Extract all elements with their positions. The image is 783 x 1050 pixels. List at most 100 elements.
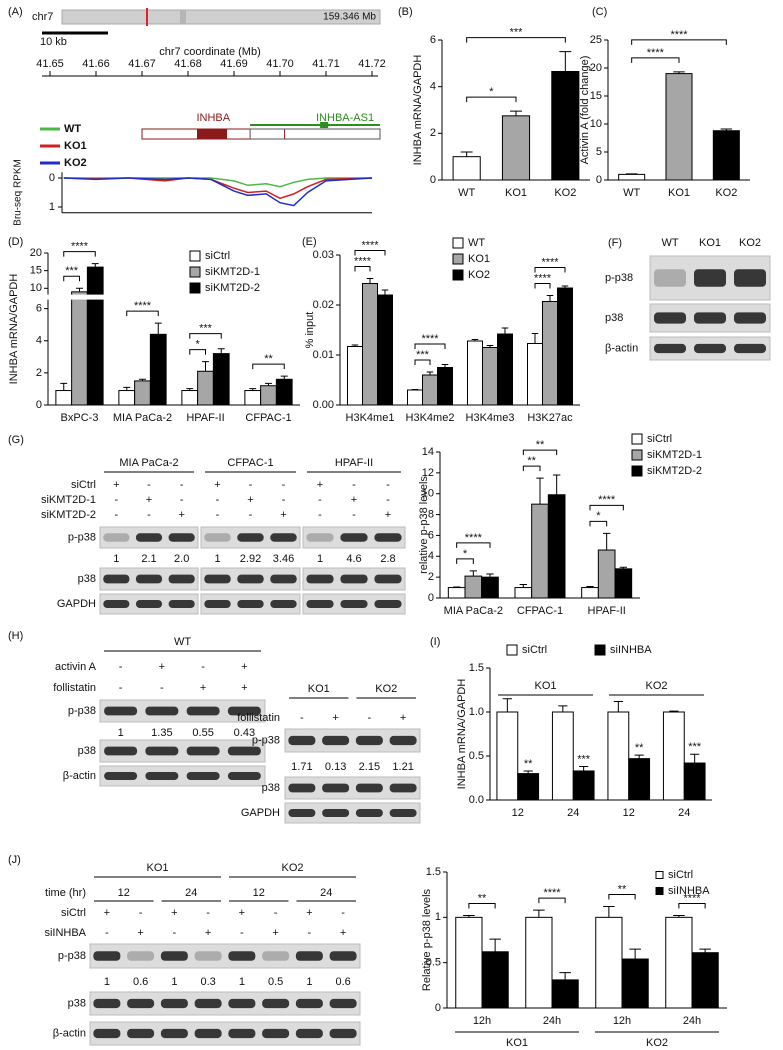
significance-label: **** <box>683 892 701 904</box>
bar <box>134 380 151 406</box>
blot-band <box>228 951 256 961</box>
x-tick-label: 41.72 <box>358 58 386 70</box>
y-tick-label: 0 <box>36 399 42 411</box>
significance-bracket <box>252 363 285 370</box>
axis-break <box>42 294 300 300</box>
blot-band <box>168 574 195 584</box>
quantification: 2.0 <box>174 553 189 565</box>
blot-band <box>186 772 220 780</box>
error-bar <box>460 151 473 157</box>
significance-label: **** <box>421 333 439 345</box>
blot-band <box>160 1028 188 1039</box>
quantification: 0.13 <box>325 761 346 773</box>
bar <box>452 156 481 181</box>
bar <box>551 71 580 181</box>
bar <box>662 711 685 801</box>
bar <box>551 979 579 1009</box>
blot-band <box>194 951 222 961</box>
x-tick-label: 12h <box>613 1015 631 1027</box>
blot-band <box>355 735 383 746</box>
blot-band <box>295 998 323 1009</box>
y-tick-label: 0 <box>49 172 55 184</box>
legend-swatch <box>452 237 464 249</box>
blot-band <box>204 600 231 608</box>
blot-band <box>270 574 297 584</box>
group-label: KO2 <box>646 1037 668 1049</box>
blot-band <box>127 1028 155 1039</box>
blot-band <box>194 1028 222 1039</box>
blot-band <box>93 998 121 1009</box>
error-bar <box>186 388 194 391</box>
bar <box>71 291 88 406</box>
condition-label: activin A <box>55 661 97 673</box>
legend-label: siINHBA <box>668 885 710 897</box>
condition-sign: + <box>178 509 184 521</box>
blot-band <box>389 783 417 793</box>
significance-bracket <box>608 893 636 900</box>
x-tick-label: 12h <box>473 1015 491 1027</box>
error-bar <box>217 348 225 354</box>
bar <box>275 378 293 406</box>
x-tick-label: 41.66 <box>82 58 110 70</box>
bar <box>467 340 483 406</box>
row-label: GAPDH <box>57 598 96 610</box>
blot-band <box>340 600 368 608</box>
error-bar <box>561 285 569 288</box>
significance-bracket <box>678 903 706 909</box>
error-bar <box>489 938 501 952</box>
error-bar <box>486 573 494 578</box>
condition-sign: - <box>352 509 356 521</box>
quantification: 1.35 <box>151 727 172 739</box>
condition-sign: + <box>332 712 338 724</box>
significance-label: *** <box>577 753 591 765</box>
error-bar <box>280 375 288 380</box>
blot-band <box>135 533 163 542</box>
y-tick-label: 20 <box>30 247 42 259</box>
error-bar <box>411 389 419 390</box>
blot-band <box>204 574 231 584</box>
chromosome-size: 159.346 Mb <box>323 12 376 23</box>
condition-sign: - <box>249 479 253 491</box>
blot-band <box>228 1028 256 1039</box>
significance-bracket <box>534 283 551 289</box>
blot-band <box>306 600 334 608</box>
condition-sign: - <box>206 907 210 919</box>
condition-sign: - <box>180 494 184 506</box>
bar <box>347 346 363 406</box>
column-label: KO1 <box>699 237 721 249</box>
condition-sign: + <box>146 494 152 506</box>
x-tick-label: MIA PaCa-2 <box>113 412 172 424</box>
bar <box>244 390 262 406</box>
error-bar <box>720 128 733 131</box>
significance-label: * <box>463 548 468 560</box>
significance-bracket <box>189 349 206 355</box>
legend-swatch <box>189 266 201 278</box>
condition-sign: + <box>113 479 119 491</box>
bar <box>118 390 136 406</box>
blot-band <box>160 998 188 1009</box>
y-tick-label: 1.5 <box>469 662 484 674</box>
blot-membrane <box>99 765 266 787</box>
y-tick-label: 1.5 <box>426 866 441 878</box>
x-tick-label: 41.69 <box>220 58 248 70</box>
significance-label: **** <box>541 256 559 268</box>
blot-membrane <box>89 991 361 1016</box>
blot-band <box>262 998 290 1009</box>
quantification: 2.92 <box>240 553 261 565</box>
y-tick-label: 5 <box>596 146 602 158</box>
group-label: KO2 <box>375 683 397 695</box>
error-bar <box>536 477 544 505</box>
time-value: 24 <box>320 887 332 899</box>
condition-sign: + <box>280 509 286 521</box>
bar <box>464 575 483 599</box>
bar <box>628 758 651 801</box>
bar <box>551 711 574 801</box>
error-bar <box>510 110 522 116</box>
condition-sign: + <box>340 927 346 939</box>
error-bar <box>603 905 615 918</box>
error-bar <box>690 753 700 764</box>
bar <box>377 294 393 406</box>
y-tick-label: 10 <box>422 488 434 500</box>
error-bar <box>76 287 83 292</box>
